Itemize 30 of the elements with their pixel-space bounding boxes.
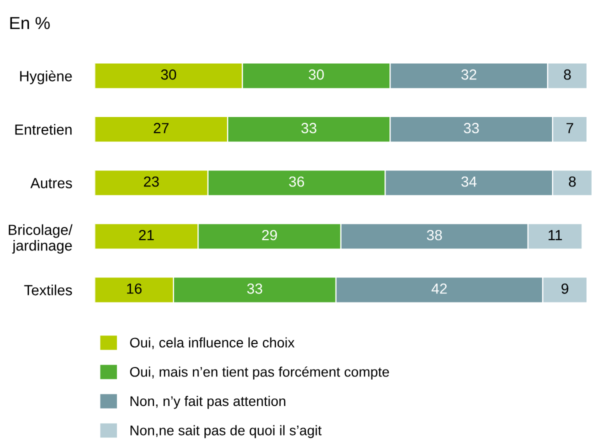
data-label: 8	[568, 176, 576, 187]
data-label: 30	[308, 69, 324, 80]
data-label: 16	[127, 283, 142, 294]
data-label: 8	[564, 69, 571, 80]
data-label: 30	[161, 69, 176, 80]
data-label: 32	[461, 69, 476, 80]
y-tick-label: Entretien	[15, 124, 72, 135]
y-tick-label: Bricolage/ jardinage	[8, 224, 72, 254]
y-tick-label: Hygiène	[20, 70, 72, 84]
chart-subtitle: En %	[10, 16, 50, 30]
y-tick-label: Autres	[30, 178, 72, 188]
data-label: 33	[301, 122, 316, 134]
data-label: 9	[562, 283, 568, 294]
legend-label: Oui, cela influence le choix	[130, 337, 295, 350]
legend-label: Non,ne sait pas de quoi il s’agit	[130, 425, 322, 438]
data-label: 36	[289, 176, 304, 187]
y-tick-label: Textiles	[24, 284, 72, 296]
legend-label: Non, n’y fait pas attention	[130, 396, 286, 409]
data-label: 42	[432, 283, 447, 294]
data-label: 23	[144, 176, 159, 187]
data-label: 38	[426, 230, 442, 240]
data-label: 33	[464, 122, 479, 134]
data-label: 21	[139, 230, 154, 240]
data-label: 33	[247, 283, 262, 294]
data-label: 34	[461, 176, 477, 187]
data-label: 11	[548, 230, 562, 240]
legend-label: Oui, mais n’en tient pas forcément compte	[130, 366, 389, 380]
data-label: 7	[566, 123, 574, 134]
data-label: 29	[262, 230, 277, 240]
data-label: 27	[154, 122, 169, 134]
